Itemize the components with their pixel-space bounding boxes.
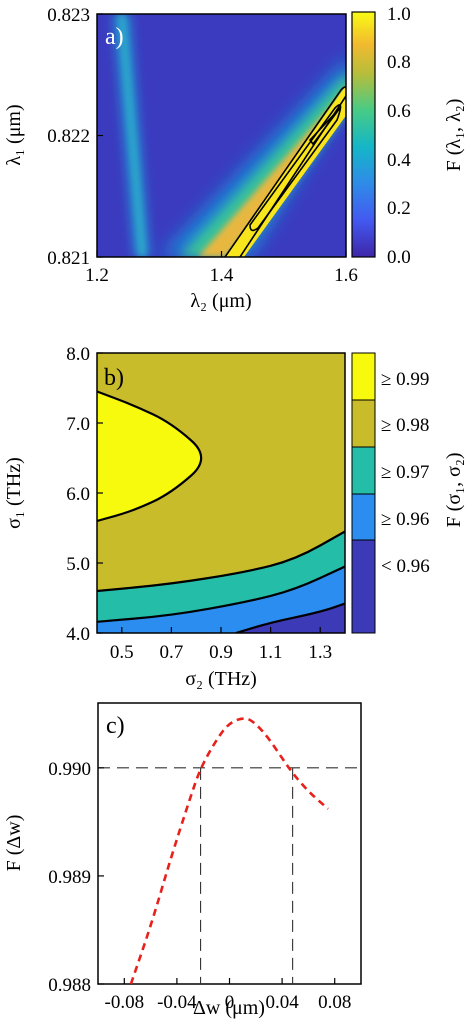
contour-b-x-tick-label: 0.5 (110, 642, 134, 663)
contour-b-y-tick-label: 6.0 (66, 484, 90, 505)
contour-b-x-ticks: 0.5 0.7 0.9 1.1 1.3 (110, 627, 332, 663)
contour-b-x-tick-label: 0.9 (209, 642, 233, 663)
panel-a-label: a) (105, 24, 124, 50)
heatmap-a-x-axis-label: λ₂ (μm) (190, 290, 251, 312)
line-c-y-ticks: 0.990 0.989 0.988 (48, 759, 104, 996)
panel-b-label: b) (104, 365, 124, 391)
line-c-reference-lines (98, 767, 361, 984)
line-c-x-ticks: -0.08 -0.04 0 0.04 0.08 (105, 978, 351, 1013)
contour-b-y-ticks: 8.0 7.0 6.0 5.0 4.0 (66, 344, 103, 645)
contour-b-x-axis-label: σ₂ (THz) (185, 668, 257, 690)
heatmap-a-colorbar-label: F (λ₁, λ₂) (443, 99, 465, 172)
heatmap-a-colorbar (351, 11, 376, 258)
contour-b-y-tick-label: 5.0 (66, 554, 90, 575)
contour-b-x-tick-label: 0.7 (160, 642, 184, 663)
heatmap-a-x-tick-label: 1.6 (334, 265, 358, 286)
line-c-x-tick-label: 0 (225, 992, 235, 1013)
contour-b-colorbar-swatch-099 (351, 352, 376, 401)
contour-b-line-097 (97, 565, 345, 623)
line-c-x-tick-label: -0.04 (157, 992, 197, 1013)
heatmap-a-y-tick-label: 0.821 (47, 248, 90, 269)
heatmap-a-y-tick-label: 0.822 (47, 126, 90, 147)
heatmap-a-colorbar-tick: 0.8 (387, 52, 411, 73)
contour-b-colorbar-label: F (σ₁, σ₂) (443, 453, 465, 528)
contour-b-colorbar-swatch-below-096 (351, 539, 376, 634)
line-c-y-tick-label: 0.989 (48, 867, 91, 888)
line-c-x-tick-label: -0.08 (105, 992, 145, 1013)
line-c-y-axis-label: F (Δw) (3, 815, 25, 872)
contour-b-region-099 (97, 391, 202, 521)
contour-b-colorbar-level-label: ≥ 0.98 (381, 415, 429, 436)
line-c-y-tick-label: 0.990 (48, 759, 91, 780)
heatmap-a-colorbar-tick: 0.0 (387, 247, 411, 268)
heatmap-a-colorbar-tick: 0.2 (387, 198, 411, 219)
heatmap-a-thin-band-core (117, 14, 147, 257)
panel-c: c) -0.08 -0.04 0 0.04 0.08 0.990 0.989 0.988 Δ… (3, 702, 362, 1019)
contour-b-colorbar-level-label: ≥ 0.97 (381, 462, 429, 483)
contour-b-colorbar-swatch-096 (351, 493, 376, 541)
line-c-x-tick-label: 0.04 (265, 992, 299, 1013)
heatmap-a-y-ticks: 0.823 0.822 0.821 (47, 5, 103, 269)
line-c-series-dashed-red (129, 717, 329, 984)
panel-b: b) 0.5 0.7 0.9 1.1 1.3 8.0 7.0 6.0 5.0 4.0 σ₂ (T… (3, 344, 465, 690)
contour-b-plot-area (97, 353, 345, 633)
line-c-x-tick-label: 0.08 (318, 992, 351, 1013)
contour-b-line-099 (97, 390, 203, 523)
line-c-y-tick-label: 0.988 (48, 975, 91, 996)
contour-b-colorbar-level-label: ≥ 0.96 (381, 509, 429, 530)
heatmap-a-colorbar-tick: 1.0 (387, 4, 411, 25)
contour-b-colorbar-swatch-098 (351, 399, 376, 448)
panel-a: a) 1.2 1.4 1.6 λ₂ (μm) 0.823 0.822 0.821… (3, 4, 465, 312)
line-c-frame (97, 702, 362, 985)
contour-b-colorbar-ticks: ≥ 0.99 ≥ 0.98 ≥ 0.97 ≥ 0.96 < 0.96 (381, 369, 430, 577)
heatmap-a-contour-middle (249, 104, 342, 232)
heatmap-a-main-band-orange (198, 88, 346, 257)
heatmap-a-y-axis-label: λ₁ (μm) (3, 104, 25, 165)
heatmap-a-plot-area (97, 14, 346, 257)
heatmap-a-x-tick-label: 1.4 (210, 265, 234, 286)
line-c-x-axis-label: Δw (μm) (193, 997, 265, 1019)
heatmap-a-colorbar-tick: 0.4 (387, 150, 411, 171)
contour-b-colorbar-level-label: < 0.96 (381, 556, 430, 577)
contour-b-line-096 (235, 602, 345, 633)
contour-b-line-098 (97, 530, 345, 593)
heatmap-a-colorbar-tick: 0.6 (387, 101, 411, 122)
line-c-plot-area (98, 717, 361, 984)
heatmap-a-main-band-green (180, 74, 346, 257)
heatmap-a-contour-inner (308, 107, 341, 146)
contour-b-colorbar (351, 352, 376, 634)
contour-b-colorbar-level-label: ≥ 0.99 (381, 369, 429, 390)
panel-c-label: c) (106, 713, 125, 739)
heatmap-a-x-ticks: 1.2 1.4 1.6 (85, 251, 358, 286)
heatmap-a-main-band-outer (160, 59, 346, 257)
contour-b-colorbar-swatch-097 (351, 446, 376, 495)
contour-b-y-tick-label: 7.0 (66, 414, 90, 435)
contour-b-x-tick-label: 1.3 (308, 642, 332, 663)
contour-b-x-tick-label: 1.1 (259, 642, 283, 663)
heatmap-a-x-tick-label: 1.2 (85, 265, 109, 286)
contour-b-y-axis-label: σ₁ (THz) (3, 457, 25, 529)
heatmap-a-y-tick-label: 0.823 (47, 5, 90, 26)
contour-b-y-tick-label: 4.0 (66, 624, 90, 645)
heatmap-a-colorbar-ticks: 1.0 0.8 0.6 0.4 0.2 0.0 (387, 4, 411, 268)
contour-b-y-tick-label: 8.0 (66, 344, 90, 365)
